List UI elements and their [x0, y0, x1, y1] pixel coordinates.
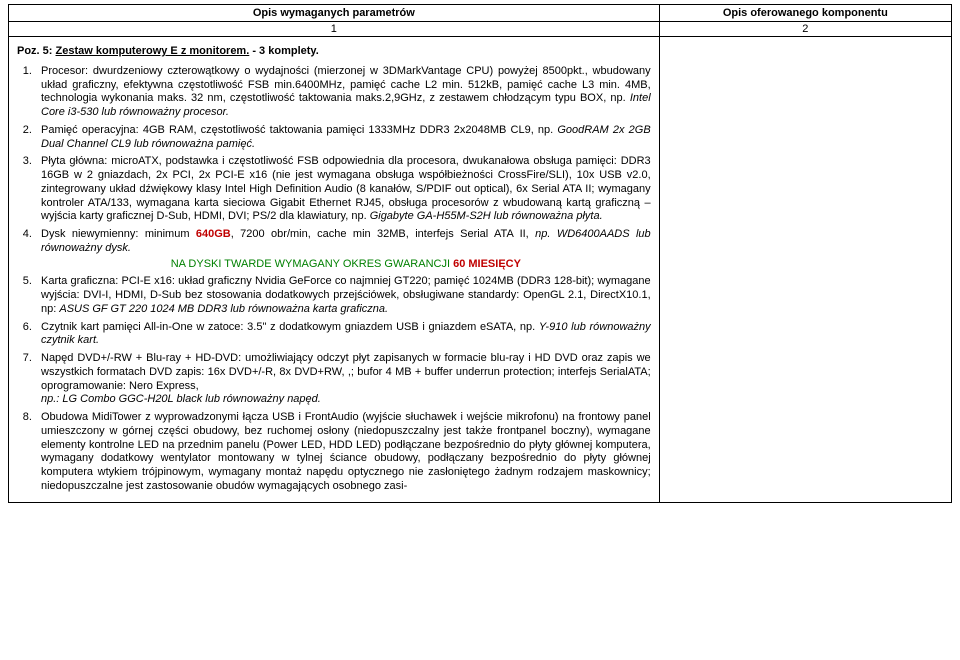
- title-prefix: Poz. 5:: [17, 45, 56, 57]
- header-left: Opis wymaganych parametrów: [9, 5, 660, 22]
- spec-item-8: Obudowa MidiTower z wyprowadzonymi łącza…: [35, 411, 651, 494]
- capacity-highlight: 640GB: [196, 228, 231, 240]
- spec-text-pre: Dysk niewymienny: minimum: [41, 228, 196, 240]
- spec-table: Opis wymaganych parametrów Opis oferowan…: [8, 4, 952, 503]
- section-title: Poz. 5: Zestaw komputerowy E z monitorem…: [17, 41, 651, 65]
- colnum-2: 2: [659, 22, 951, 37]
- spec-content-cell: Poz. 5: Zestaw komputerowy E z monitorem…: [9, 37, 660, 503]
- spec-item-5: Karta graficzna: PCI-E x16: układ grafic…: [35, 275, 651, 316]
- spec-item-6: Czytnik kart pamięci All-in-One w zatoce…: [35, 321, 651, 349]
- title-suffix: - 3 komplety.: [249, 45, 318, 57]
- offer-content-cell: [659, 37, 951, 503]
- spec-np: np.: [535, 228, 557, 240]
- content-row: Poz. 5: Zestaw komputerowy E z monitorem…: [9, 37, 952, 503]
- spec-item-1: Procesor: dwurdzeniowy czterowątkowy o w…: [35, 65, 651, 120]
- header-row: Opis wymaganych parametrów Opis oferowan…: [9, 5, 952, 22]
- spec-item-3: Płyta główna: microATX, podstawka i częs…: [35, 155, 651, 224]
- spec-item-7: Napęd DVD+/-RW + Blu-ray + HD-DVD: umożl…: [35, 352, 651, 407]
- warranty-note: NA DYSKI TWARDE WYMAGANY OKRES GWARANCJI…: [41, 258, 651, 272]
- spec-item-2: Pamięć operacyjna: 4GB RAM, częstotliwoś…: [35, 124, 651, 152]
- spec-text: Pamięć operacyjna: 4GB RAM, częstotliwoś…: [41, 124, 557, 136]
- spec-item-4: Dysk niewymienny: minimum 640GB, 7200 ob…: [35, 228, 651, 271]
- title-underline: Zestaw komputerowy E z monitorem.: [56, 45, 250, 57]
- colnum-row: 1 2: [9, 22, 952, 37]
- spec-text: Obudowa MidiTower z wyprowadzonymi łącza…: [41, 411, 651, 492]
- spec-example: Gigabyte GA-H55M-S2H lub równoważna płyt…: [370, 210, 603, 222]
- spec-text: Czytnik kart pamięci All-in-One w zatoce…: [41, 321, 539, 333]
- spec-text: Procesor: dwurdzeniowy czterowątkowy o w…: [41, 65, 651, 105]
- spec-example: np.: LG Combo GGC-H20L black lub równowa…: [41, 393, 321, 405]
- warranty-months: 60 MIESIĘCY: [453, 258, 521, 270]
- spec-example: ASUS GF GT 220 1024 MB DDR3 lub równoważ…: [59, 303, 388, 315]
- spec-list: Procesor: dwurdzeniowy czterowątkowy o w…: [17, 65, 651, 494]
- spec-text: Napęd DVD+/-RW + Blu-ray + HD-DVD: umożl…: [41, 352, 651, 392]
- colnum-1: 1: [9, 22, 660, 37]
- spec-text-post: , 7200 obr/min, cache min 32MB, interfej…: [231, 228, 535, 240]
- header-right: Opis oferowanego komponentu: [659, 5, 951, 22]
- warranty-text: NA DYSKI TWARDE WYMAGANY OKRES GWARANCJI: [171, 258, 453, 270]
